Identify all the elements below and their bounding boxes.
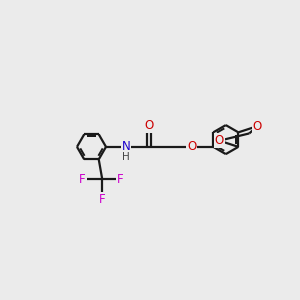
Text: O: O bbox=[215, 134, 224, 147]
Text: O: O bbox=[187, 140, 196, 153]
Text: O: O bbox=[144, 119, 154, 132]
Text: N: N bbox=[122, 140, 130, 153]
Text: F: F bbox=[117, 172, 124, 186]
Text: H: H bbox=[122, 152, 130, 162]
Text: O: O bbox=[253, 120, 262, 133]
Text: F: F bbox=[99, 193, 106, 206]
Text: F: F bbox=[79, 172, 86, 186]
